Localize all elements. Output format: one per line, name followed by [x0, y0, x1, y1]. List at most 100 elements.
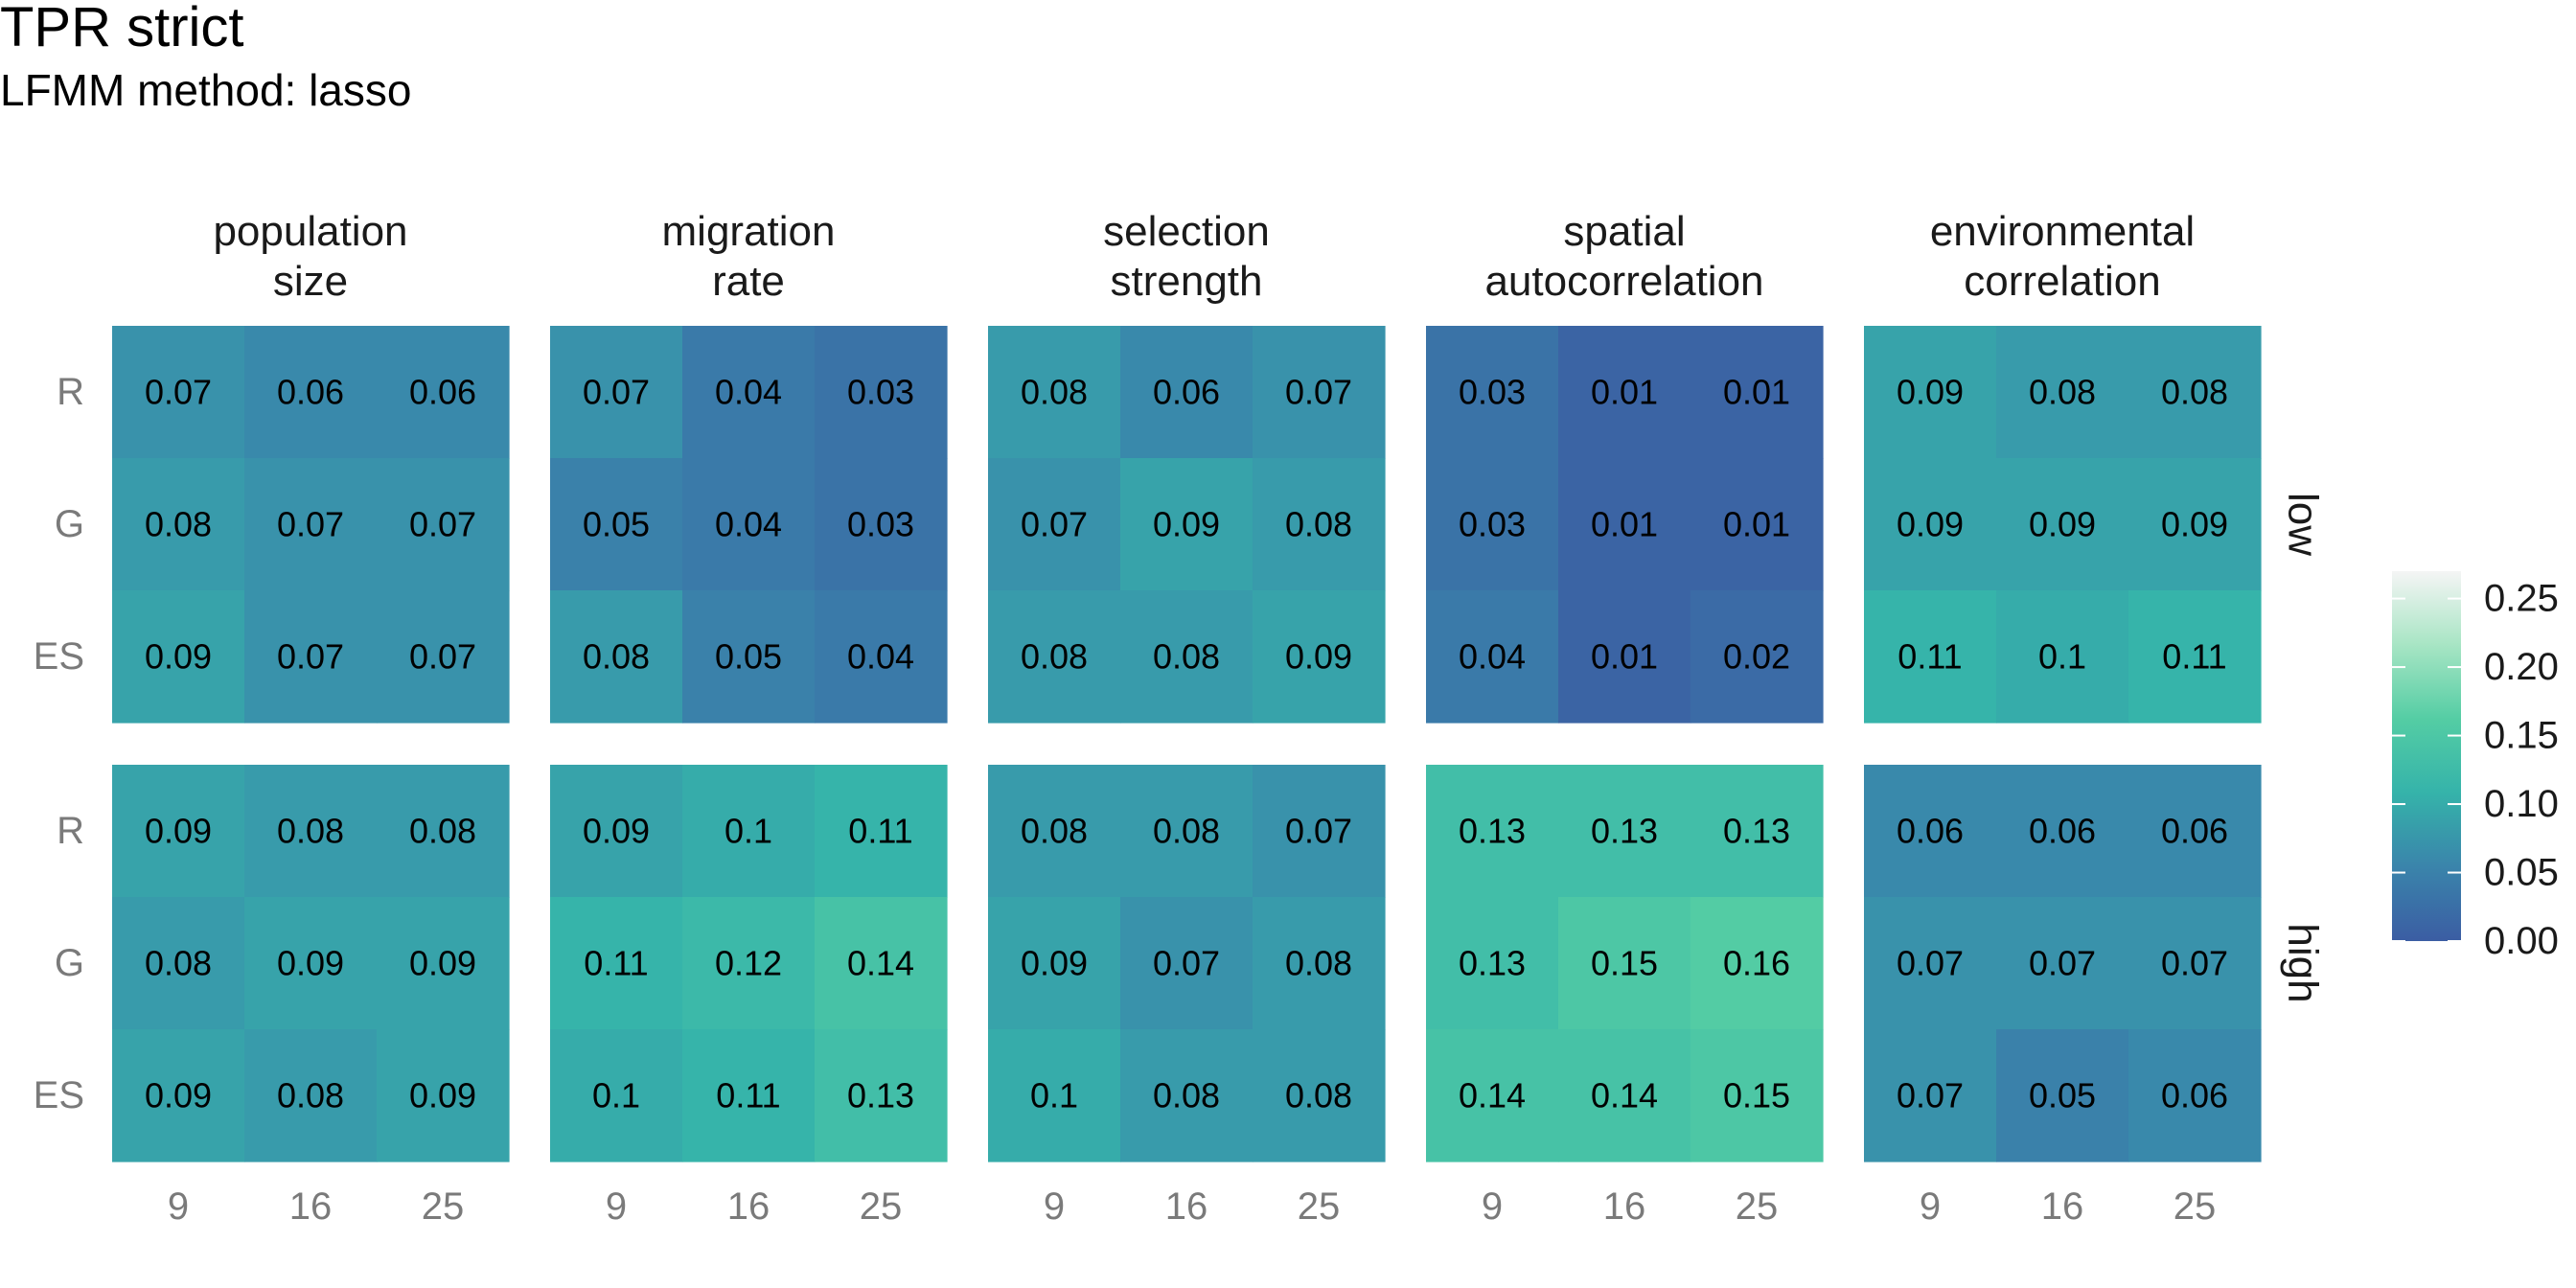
facet-column-label: selection [1103, 208, 1270, 255]
heatmap-cell [1120, 897, 1254, 1030]
heatmap-cell [1120, 590, 1254, 724]
cell-value-label: 0.04 [715, 505, 782, 544]
heatmap-cell [1690, 1029, 1824, 1162]
facet-column-label: autocorrelation [1484, 258, 1763, 305]
facet-column-label: environmental [1930, 208, 2195, 255]
heatmap-cell [1253, 897, 1386, 1030]
cell-value-label: 0.09 [583, 812, 650, 851]
colorbar-tick-label: 0.25 [2484, 578, 2559, 620]
heatmap-cell [377, 897, 510, 1030]
heatmap-cell [1120, 765, 1254, 898]
heatmap-cell [1996, 1029, 2129, 1162]
cell-value-label: 0.11 [584, 944, 648, 983]
heatmap-cell [2128, 590, 2262, 724]
heatmap-panel: 0.03 0.01 0.01 0.03 0.01 0.01 0.04 0.01 0.02 [1426, 326, 1824, 724]
facet-column-label: spatial [1563, 208, 1685, 255]
heatmap-panel: 0.06 0.06 0.06 0.07 0.07 0.07 0.07 0.05 0.06 [1864, 765, 2262, 1162]
cell-value-label: 0.05 [583, 505, 650, 544]
heatmap-cell [815, 458, 948, 591]
cell-value-label: 0.01 [1723, 373, 1790, 412]
heatmap-cell [112, 458, 245, 591]
cell-value-label: 0.06 [277, 373, 344, 412]
heatmap-cell [377, 458, 510, 591]
y-tick-label: R [57, 371, 84, 413]
x-tick-label: 25 [1298, 1185, 1341, 1228]
y-tick-label: ES [34, 1074, 84, 1116]
heatmap-cell [1253, 1029, 1386, 1162]
cell-value-label: 0.08 [1285, 944, 1352, 983]
x-tick-label: 25 [422, 1185, 465, 1228]
heatmap-panel: 0.09 0.1 0.11 0.11 0.12 0.14 0.1 0.11 0.13 [550, 765, 948, 1162]
cell-value-label: 0.08 [1021, 812, 1088, 851]
heatmap-cell [815, 765, 948, 898]
heatmap-cell [682, 765, 816, 898]
cell-value-label: 0.07 [145, 373, 212, 412]
cell-value-label: 0.05 [2029, 1076, 2096, 1116]
cell-value-label: 0.09 [1153, 505, 1220, 544]
heatmap-cell [1253, 326, 1386, 459]
heatmap-cell [550, 765, 683, 898]
x-tick-label: 25 [860, 1185, 903, 1228]
cell-value-label: 0.06 [2161, 1076, 2228, 1116]
heatmap-cell [550, 897, 683, 1030]
cell-value-label: 0.08 [1153, 812, 1220, 851]
heatmap-cell [2128, 897, 2262, 1030]
colorbar-gradient [2392, 571, 2461, 941]
heatmap-cell [1690, 458, 1824, 591]
heatmap-cell [1558, 590, 1691, 724]
cell-value-label: 0.01 [1591, 505, 1658, 544]
cell-value-label: 0.13 [1459, 944, 1526, 983]
cell-value-label: 0.01 [1591, 637, 1658, 677]
heatmap-cell [1690, 897, 1824, 1030]
heatmap-cell [1120, 458, 1254, 591]
heatmap-cell [550, 590, 683, 724]
heatmap-panel: 0.13 0.13 0.13 0.13 0.15 0.16 0.14 0.14 0.15 [1426, 765, 1824, 1162]
chart-title: TPR strict [0, 0, 244, 58]
heatmap-cell [112, 590, 245, 724]
cell-value-label: 0.08 [1285, 505, 1352, 544]
heatmap-cell [1690, 765, 1824, 898]
y-tick-label: G [55, 942, 84, 984]
heatmap-cell [1996, 326, 2129, 459]
cell-value-label: 0.08 [1285, 1076, 1352, 1116]
heatmap-cell [682, 590, 816, 724]
cell-value-label: 0.06 [2029, 812, 2096, 851]
x-tick-label: 9 [1920, 1185, 1941, 1228]
heatmap-cell [1426, 897, 1559, 1030]
cell-value-label: 0.06 [409, 373, 476, 412]
cell-value-label: 0.13 [847, 1076, 914, 1116]
heatmap-cell [1996, 765, 2129, 898]
cell-value-label: 0.09 [409, 1076, 476, 1116]
cell-value-label: 0.09 [145, 637, 212, 677]
cell-value-label: 0.04 [715, 373, 782, 412]
heatmap-cell [112, 1029, 245, 1162]
facet-column-label: correlation [1964, 258, 2160, 305]
cell-value-label: 0.07 [277, 505, 344, 544]
cell-value-label: 0.09 [277, 944, 344, 983]
heatmap-cell [1558, 458, 1691, 591]
cell-value-label: 0.09 [2161, 505, 2228, 544]
heatmap-cell [2128, 326, 2262, 459]
cell-value-label: 0.08 [1153, 637, 1220, 677]
cell-value-label: 0.04 [1459, 637, 1526, 677]
heatmap-cell [1253, 590, 1386, 724]
cell-value-label: 0.07 [1897, 1076, 1964, 1116]
facet-column-label: size [273, 258, 348, 305]
y-tick-label: R [57, 810, 84, 852]
heatmap-cell [1426, 590, 1559, 724]
cell-value-label: 0.07 [2029, 944, 2096, 983]
heatmap-cell [1426, 326, 1559, 459]
cell-value-label: 0.11 [1898, 637, 1962, 677]
heatmap-cell [1996, 458, 2129, 591]
cell-value-label: 0.04 [847, 637, 914, 677]
heatmap-cell [244, 897, 378, 1030]
cell-value-label: 0.1 [592, 1076, 640, 1116]
heatmap-cell [550, 458, 683, 591]
heatmap-cell [1558, 326, 1691, 459]
heatmap-cell [244, 326, 378, 459]
heatmap-cell [682, 897, 816, 1030]
cell-value-label: 0.07 [1021, 505, 1088, 544]
heatmap-cell [2128, 458, 2262, 591]
cell-value-label: 0.07 [277, 637, 344, 677]
